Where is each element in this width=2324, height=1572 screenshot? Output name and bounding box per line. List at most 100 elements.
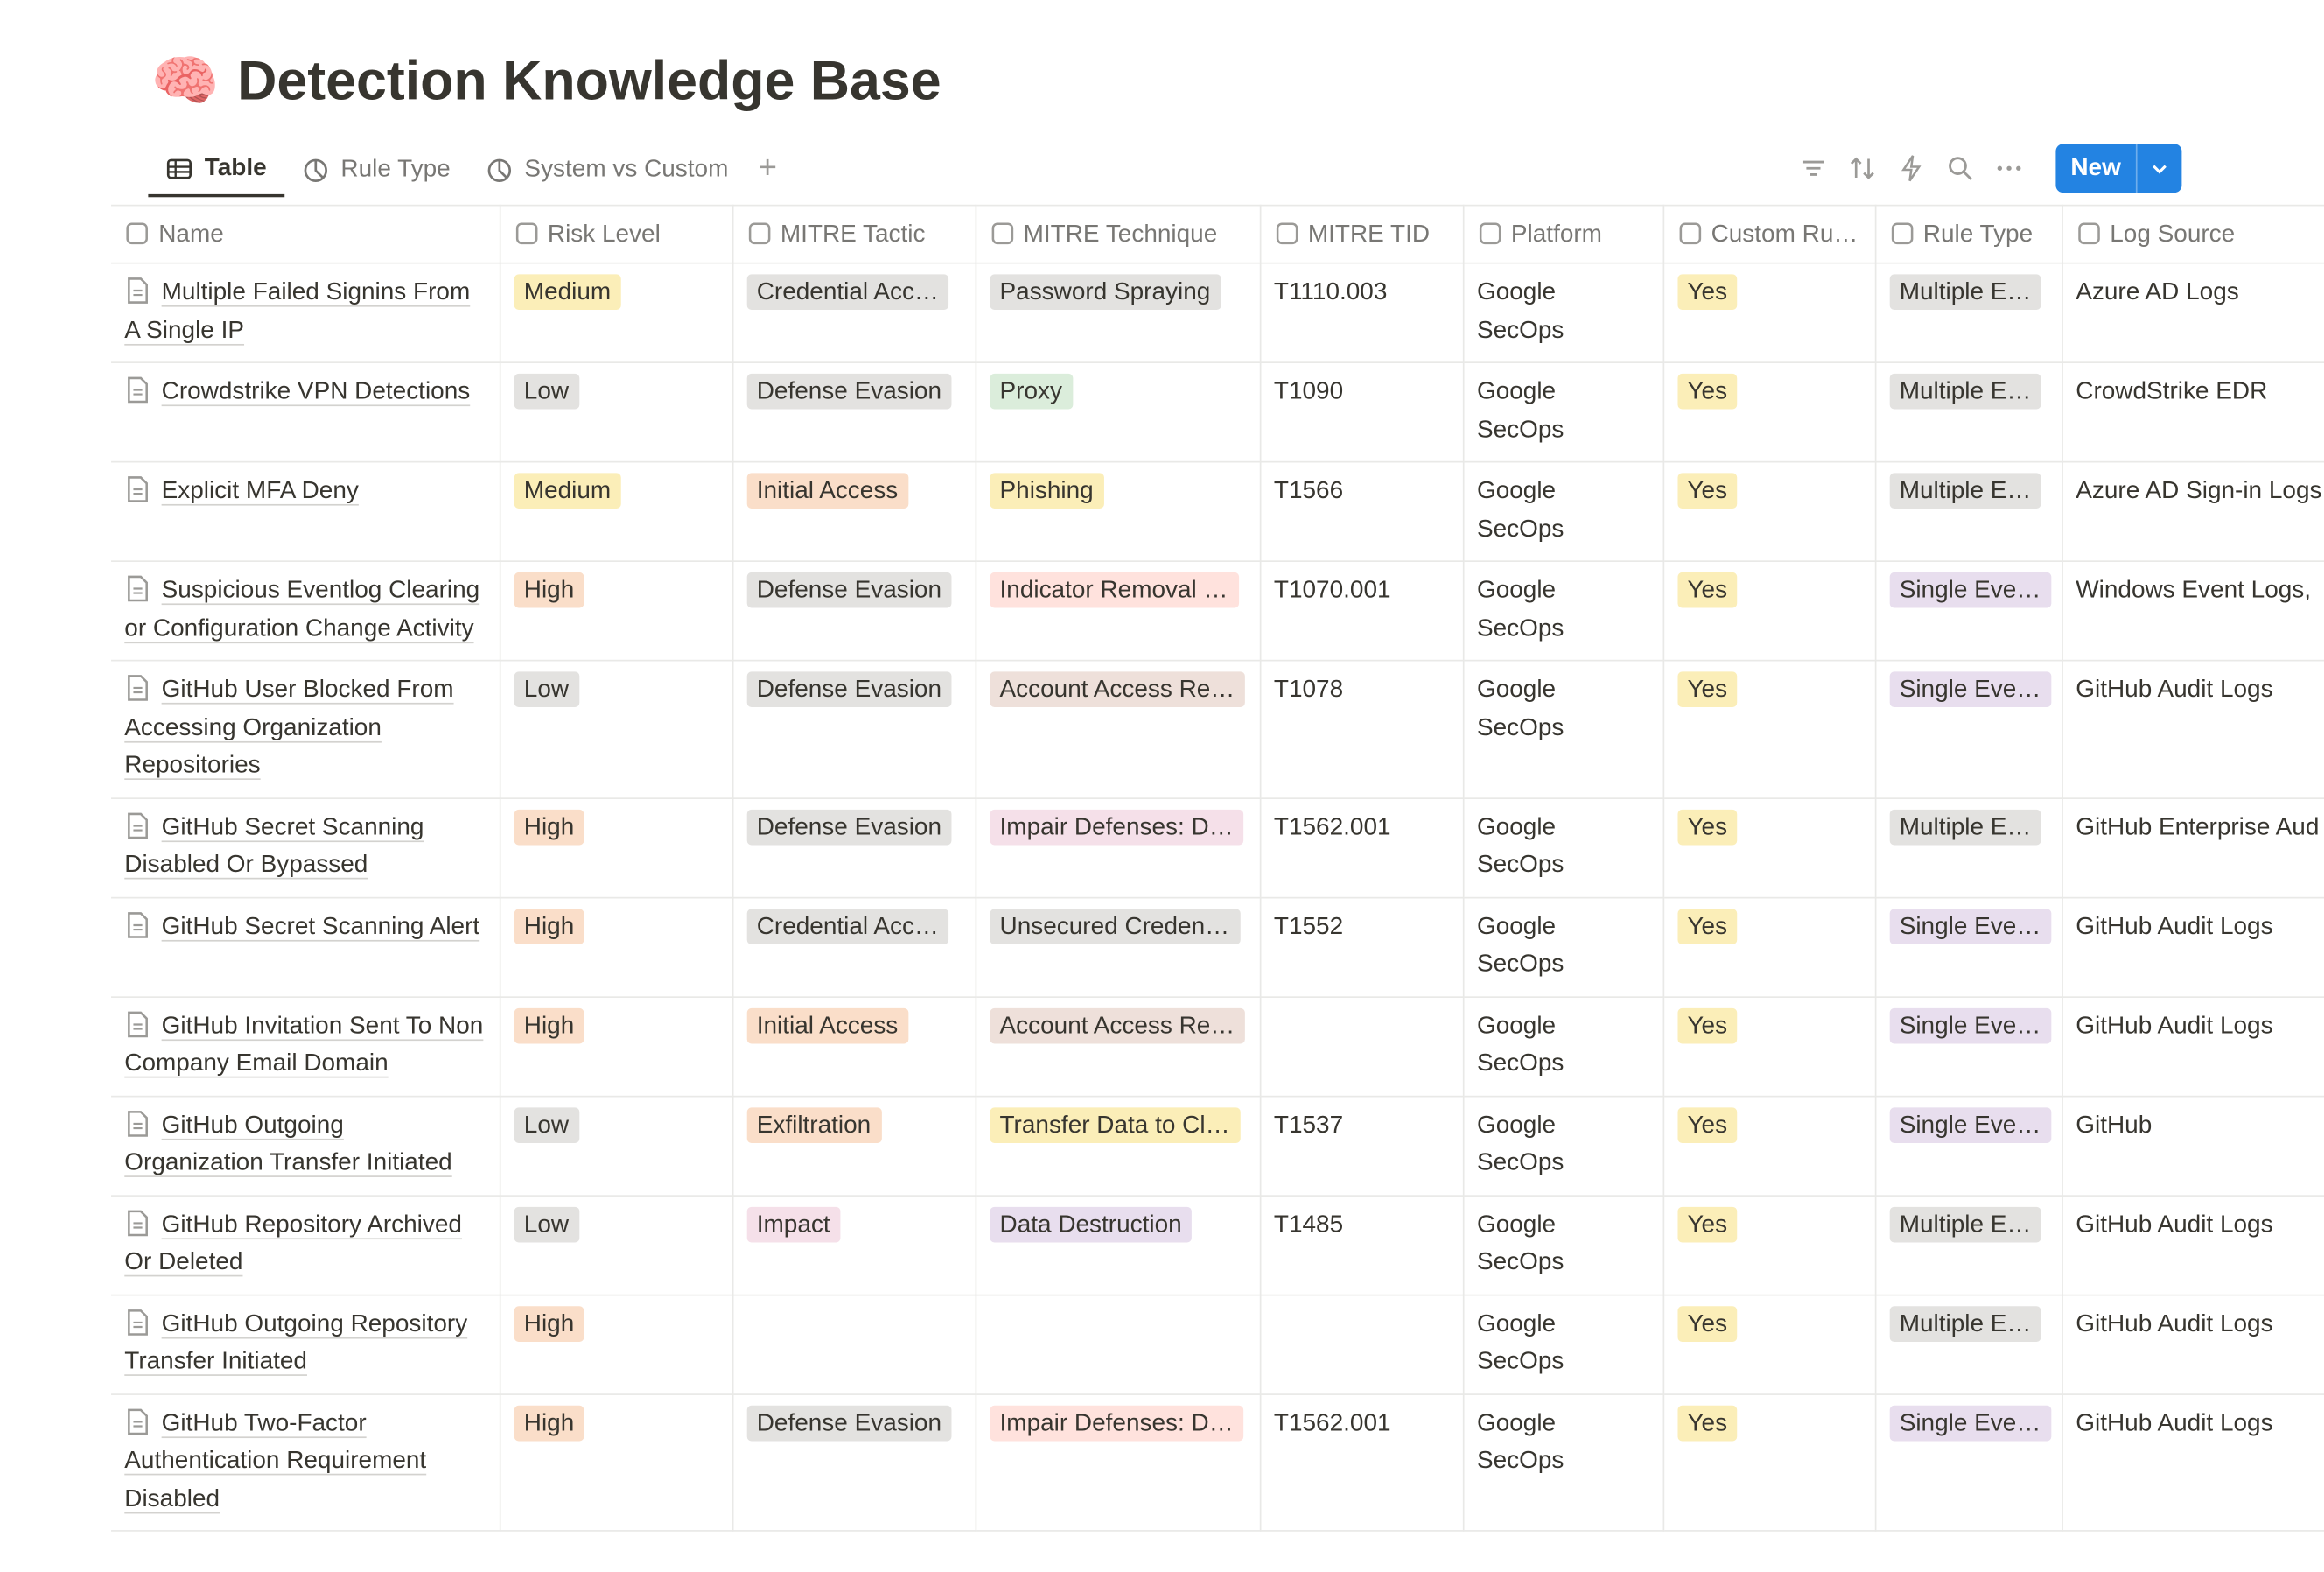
table-cell[interactable]: [1259, 996, 1464, 1097]
new-button[interactable]: New: [2055, 144, 2182, 193]
table-cell[interactable]: GitHub Two-Factor Authentication Require…: [111, 1393, 500, 1532]
table-cell[interactable]: High: [499, 1294, 733, 1395]
table-cell[interactable]: GitHub Audit Logs: [2062, 996, 2324, 1097]
table-cell[interactable]: Multiple E…: [1874, 1294, 2063, 1395]
table-cell[interactable]: Multiple E…: [1874, 461, 2063, 562]
table-cell[interactable]: Yes: [1662, 461, 1876, 562]
table-cell[interactable]: T1485: [1259, 1195, 1464, 1295]
table-cell[interactable]: GitHub Outgoing Repository Transfer Init…: [111, 1294, 500, 1395]
table-cell[interactable]: Multiple E…: [1874, 1195, 2063, 1295]
table-cell[interactable]: Unsecured Creden…: [975, 896, 1261, 998]
table-cell[interactable]: High: [499, 896, 733, 998]
table-cell[interactable]: T1562.001: [1259, 797, 1464, 898]
table-cell[interactable]: Single Eve…: [1874, 660, 2063, 799]
table-cell[interactable]: Yes: [1662, 896, 1876, 998]
table-cell[interactable]: Google SecOps: [1462, 362, 1664, 463]
table-cell[interactable]: Multiple E…: [1874, 263, 2063, 364]
search-button[interactable]: [1946, 154, 1974, 182]
table-cell[interactable]: GitHub User Blocked From Accessing Organ…: [111, 660, 500, 799]
table-cell[interactable]: Initial Access: [732, 461, 976, 562]
table-cell[interactable]: Impair Defenses: D…: [975, 797, 1261, 898]
table-cell[interactable]: T1070.001: [1259, 561, 1464, 662]
table-cell[interactable]: Single Eve…: [1874, 896, 2063, 998]
table-cell[interactable]: Google SecOps: [1462, 1195, 1664, 1295]
table-cell[interactable]: Password Spraying: [975, 263, 1261, 364]
table-cell[interactable]: Crowdstrike VPN Detections: [111, 362, 500, 463]
table-cell[interactable]: High: [499, 1393, 733, 1532]
table-cell[interactable]: Yes: [1662, 660, 1876, 799]
table-cell[interactable]: Impact: [732, 1195, 976, 1295]
table-cell[interactable]: Yes: [1662, 362, 1876, 463]
table-cell[interactable]: GitHub Audit Logs: [2062, 660, 2324, 799]
table-cell[interactable]: Low: [499, 1095, 733, 1197]
table-cell[interactable]: Azure AD Sign-in Logs: [2062, 461, 2324, 562]
column-header[interactable]: Risk Level: [499, 204, 733, 264]
table-cell[interactable]: CrowdStrike EDR: [2062, 362, 2324, 463]
table-cell[interactable]: [975, 1294, 1261, 1395]
table-cell[interactable]: Transfer Data to Cl…: [975, 1095, 1261, 1197]
table-cell[interactable]: T1566: [1259, 461, 1464, 562]
table-cell[interactable]: Azure AD Logs: [2062, 263, 2324, 364]
table-cell[interactable]: GitHub Secret Scanning Disabled Or Bypas…: [111, 797, 500, 898]
table-cell[interactable]: Yes: [1662, 1393, 1876, 1532]
column-header[interactable]: Name: [111, 204, 500, 264]
table-cell[interactable]: Low: [499, 362, 733, 463]
table-cell[interactable]: T1090: [1259, 362, 1464, 463]
table-cell[interactable]: Google SecOps: [1462, 263, 1664, 364]
table-cell[interactable]: Windows Event Logs,: [2062, 561, 2324, 662]
table-cell[interactable]: Account Access Re…: [975, 660, 1261, 799]
table-cell[interactable]: Credential Acc…: [732, 896, 976, 998]
table-cell[interactable]: Credential Acc…: [732, 263, 976, 364]
table-cell[interactable]: Single Eve…: [1874, 561, 2063, 662]
view-tab[interactable]: Rule Type: [284, 145, 468, 197]
table-cell[interactable]: High: [499, 797, 733, 898]
new-dropdown[interactable]: [2135, 144, 2182, 193]
table-cell[interactable]: T1537: [1259, 1095, 1464, 1197]
column-header[interactable]: Custom Ru…: [1662, 204, 1876, 264]
view-tab[interactable]: Table: [148, 145, 285, 198]
table-cell[interactable]: GitHub Secret Scanning Alert: [111, 896, 500, 998]
table-cell[interactable]: GitHub Invitation Sent To Non Company Em…: [111, 996, 500, 1097]
table-cell[interactable]: Defense Evasion: [732, 797, 976, 898]
table-cell[interactable]: High: [499, 996, 733, 1097]
table-cell[interactable]: Multiple Failed Signins From A Single IP: [111, 263, 500, 364]
table-cell[interactable]: GitHub Outgoing Organization Transfer In…: [111, 1095, 500, 1197]
column-header[interactable]: MITRE Tactic: [732, 204, 976, 264]
table-cell[interactable]: Google SecOps: [1462, 1095, 1664, 1197]
table-cell[interactable]: Impair Defenses: D…: [975, 1393, 1261, 1532]
table-cell[interactable]: Indicator Removal …: [975, 561, 1261, 662]
column-header[interactable]: MITRE TID: [1259, 204, 1464, 264]
more-button[interactable]: [1995, 154, 2023, 182]
table-cell[interactable]: Defense Evasion: [732, 561, 976, 662]
table-cell[interactable]: Yes: [1662, 263, 1876, 364]
table-cell[interactable]: Single Eve…: [1874, 1393, 2063, 1532]
table-cell[interactable]: Google SecOps: [1462, 461, 1664, 562]
table-cell[interactable]: [1259, 1294, 1464, 1395]
table-cell[interactable]: Google SecOps: [1462, 896, 1664, 998]
table-cell[interactable]: [732, 1294, 976, 1395]
table-cell[interactable]: Defense Evasion: [732, 362, 976, 463]
table-cell[interactable]: Google SecOps: [1462, 561, 1664, 662]
table-cell[interactable]: T1552: [1259, 896, 1464, 998]
table-cell[interactable]: Multiple E…: [1874, 797, 2063, 898]
table-cell[interactable]: Single Eve…: [1874, 1095, 2063, 1197]
column-header[interactable]: Rule Type: [1874, 204, 2063, 264]
table-cell[interactable]: T1078: [1259, 660, 1464, 799]
table-cell[interactable]: GitHub: [2062, 1095, 2324, 1197]
filter-button[interactable]: [1799, 154, 1827, 182]
column-header[interactable]: Platform: [1462, 204, 1664, 264]
table-cell[interactable]: Yes: [1662, 797, 1876, 898]
table-cell[interactable]: GitHub Audit Logs: [2062, 896, 2324, 998]
table-cell[interactable]: Low: [499, 660, 733, 799]
table-cell[interactable]: Medium: [499, 263, 733, 364]
table-cell[interactable]: Google SecOps: [1462, 1393, 1664, 1532]
table-cell[interactable]: Google SecOps: [1462, 660, 1664, 799]
table-cell[interactable]: Medium: [499, 461, 733, 562]
table-cell[interactable]: T1562.001: [1259, 1393, 1464, 1532]
table-cell[interactable]: GitHub Audit Logs: [2062, 1195, 2324, 1295]
table-cell[interactable]: Google SecOps: [1462, 996, 1664, 1097]
table-cell[interactable]: Yes: [1662, 561, 1876, 662]
table-cell[interactable]: Data Destruction: [975, 1195, 1261, 1295]
table-cell[interactable]: Defense Evasion: [732, 1393, 976, 1532]
table-cell[interactable]: Yes: [1662, 1095, 1876, 1197]
